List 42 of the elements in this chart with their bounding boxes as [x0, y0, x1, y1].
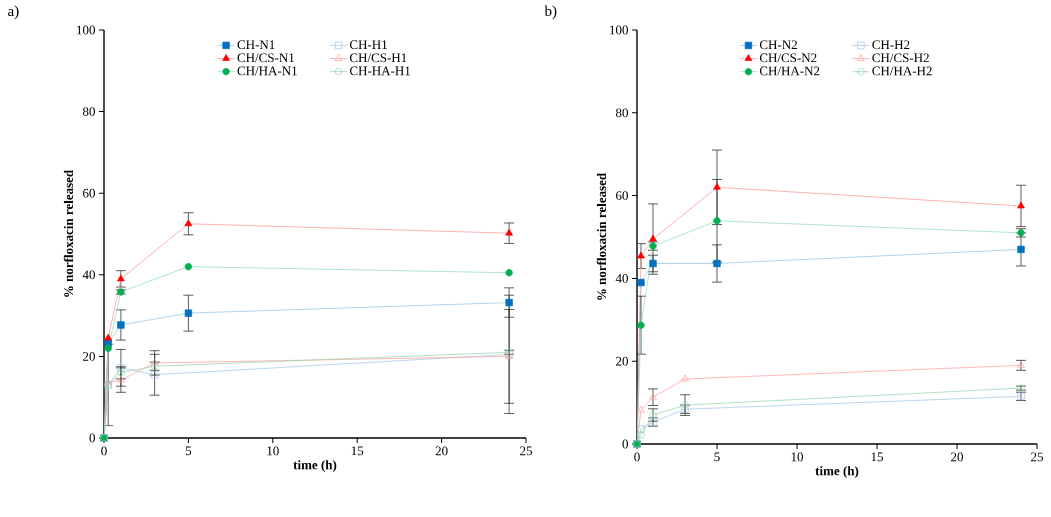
y-tick-label: 0	[89, 433, 95, 443]
legend-label: CH/CS-H1	[349, 53, 407, 63]
legend-label: CH/HA-N1	[237, 66, 297, 76]
y-tick-label: 100	[610, 25, 628, 35]
x-tick-label: 10	[791, 452, 804, 462]
legend-label: CH/CS-N2	[759, 53, 817, 63]
x-tick-label: 5	[185, 446, 192, 456]
x-tick-label: 15	[871, 452, 883, 462]
x-tick-label: 25	[1031, 452, 1043, 462]
legend-label: CH/HA-H2	[872, 66, 932, 76]
y-tick-label: 60	[83, 188, 95, 198]
x-tick-label: 0	[634, 452, 640, 462]
legend-label: CH-N1	[237, 40, 275, 50]
y-tick-label: 40	[82, 270, 95, 280]
y-axis-title: % norfloxacin released	[63, 169, 74, 297]
y-tick-label: 20	[616, 356, 628, 366]
x-tick-label: 20	[435, 446, 448, 456]
x-tick-label: 5	[714, 452, 720, 462]
y-tick-label: 20	[83, 352, 95, 361]
legend-label: CH/HA-N2	[759, 66, 820, 76]
y-tick-label: 40	[615, 274, 628, 283]
x-tick-label: 0	[101, 446, 107, 456]
y-tick-label: 80	[615, 108, 628, 118]
x-tick-label: 10	[267, 446, 279, 456]
y-tick-label: 100	[77, 25, 95, 35]
chart-title: b)	[544, 5, 557, 20]
legend-label: CH-H1	[349, 40, 387, 50]
legend-label: CH-HA-H1	[349, 66, 411, 76]
x-tick-label: 20	[951, 452, 964, 462]
y-tick-label: 0	[622, 439, 628, 449]
y-axis-title: % norfloxacin released	[596, 172, 607, 300]
legend-label: CH/CS-H2	[872, 53, 929, 63]
y-tick-label: 60	[616, 191, 628, 200]
y-tick-label: 80	[82, 107, 95, 116]
x-tick-label: 25	[520, 446, 532, 456]
x-axis-title: time (h)	[293, 460, 337, 472]
chart-title: a)	[8, 5, 19, 20]
legend-label: CH-N2	[759, 40, 797, 50]
legend-label: CH/CS-N1	[237, 53, 294, 63]
x-tick-label: 15	[351, 446, 364, 456]
x-axis-title: time (h)	[815, 466, 859, 478]
legend-label: CH-H2	[872, 40, 910, 50]
